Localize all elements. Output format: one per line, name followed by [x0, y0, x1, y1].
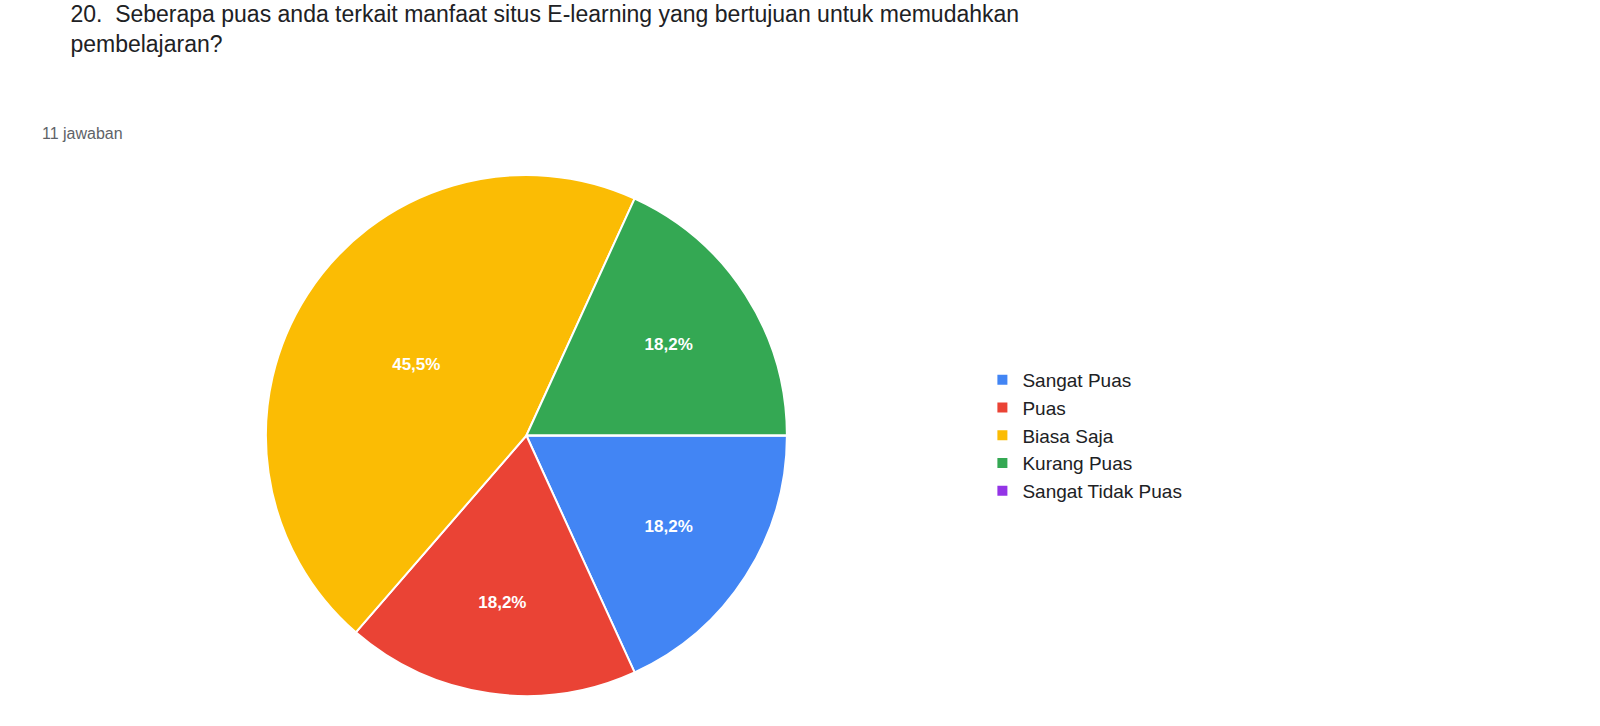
svg-text:Puas: Puas	[1022, 398, 1065, 419]
svg-text:11 jawaban: 11 jawaban	[42, 125, 123, 142]
svg-text:18,2%: 18,2%	[478, 593, 526, 612]
svg-text:18,2%: 18,2%	[645, 335, 693, 354]
svg-text:Kurang Puas: Kurang Puas	[1022, 453, 1132, 474]
svg-text:Biasa Saja: Biasa Saja	[1022, 426, 1113, 447]
svg-text:20. Seberapa puas anda terkai: 20. Seberapa puas anda terkait manfaat s…	[70, 1, 1019, 57]
svg-text:Sangat Tidak Puas: Sangat Tidak Puas	[1022, 481, 1182, 502]
svg-text:Sangat Puas: Sangat Puas	[1022, 370, 1131, 391]
svg-text:45,5%: 45,5%	[392, 355, 440, 374]
svg-text:18,2%: 18,2%	[645, 517, 693, 536]
